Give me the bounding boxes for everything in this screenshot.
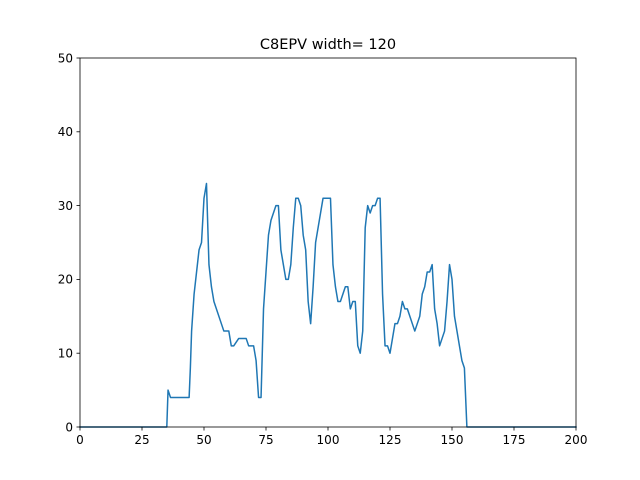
x-tick-label: 175 [503,433,526,447]
x-tick-label: 0 [76,433,84,447]
x-tick-label: 75 [258,433,273,447]
y-tick-label: 20 [58,273,73,287]
series-line-0 [79,182,577,428]
y-tick-label: 30 [58,199,73,213]
x-tick-label: 50 [196,433,211,447]
y-tick-label: 0 [65,420,73,434]
y-tick-label: 50 [58,51,73,65]
plot-area: 0 25 50 75 100 125 150 175 200 0 10 20 30 40 50 [58,51,588,447]
x-tick-label: 25 [134,433,149,447]
x-tick-label: 125 [379,433,402,447]
x-tick-label: 150 [441,433,464,447]
x-tick-label: 200 [565,433,588,447]
y-tick-label: 40 [58,125,73,139]
x-tick-label: 100 [317,433,340,447]
y-tick-label: 10 [58,347,73,361]
chart-title: C8EPV width= 120 [260,37,396,53]
